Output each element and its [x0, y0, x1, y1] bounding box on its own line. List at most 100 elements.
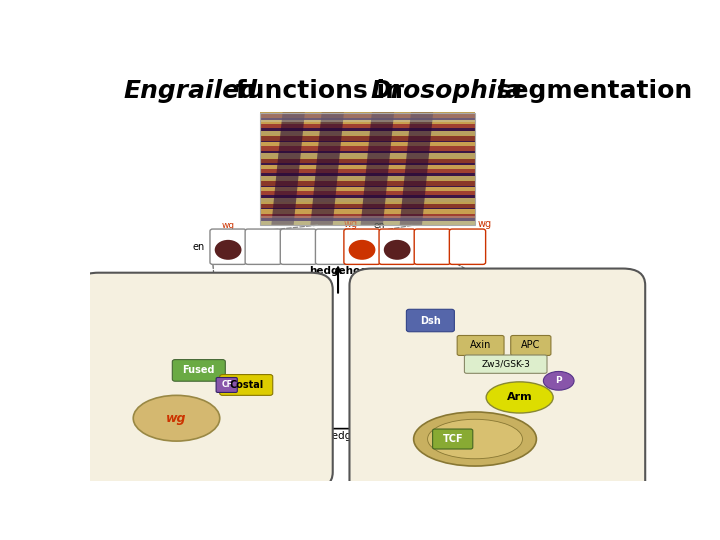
Polygon shape — [310, 113, 344, 225]
Bar — [260, 194, 475, 195]
Bar — [260, 204, 475, 205]
Bar — [260, 134, 475, 137]
FancyBboxPatch shape — [457, 335, 504, 355]
Bar — [260, 147, 475, 149]
FancyBboxPatch shape — [315, 229, 351, 265]
Bar — [260, 216, 475, 218]
Polygon shape — [400, 113, 433, 225]
Bar — [260, 170, 475, 172]
Bar — [260, 115, 475, 117]
Bar — [260, 145, 475, 146]
FancyBboxPatch shape — [433, 429, 473, 449]
Circle shape — [215, 240, 241, 260]
Bar — [260, 184, 475, 186]
Bar — [260, 160, 475, 162]
FancyBboxPatch shape — [406, 309, 454, 332]
Circle shape — [348, 240, 375, 260]
Bar — [260, 136, 475, 138]
Text: wg: wg — [222, 221, 235, 230]
Bar — [260, 197, 475, 198]
Bar — [260, 185, 475, 187]
Bar — [260, 195, 475, 197]
Bar — [260, 138, 475, 139]
Bar — [260, 113, 475, 225]
Text: wg: wg — [477, 219, 492, 229]
Bar — [260, 129, 475, 131]
Bar — [260, 187, 475, 188]
Bar — [260, 139, 475, 141]
FancyBboxPatch shape — [172, 360, 225, 381]
Bar — [260, 122, 475, 124]
Bar — [260, 171, 475, 173]
Bar — [260, 120, 475, 123]
Bar — [260, 140, 475, 142]
Text: wg: wg — [166, 411, 186, 425]
Text: functions in: functions in — [228, 79, 412, 103]
Bar — [260, 141, 475, 144]
Bar — [260, 209, 475, 211]
Text: hedgehog: hedgehog — [309, 266, 367, 276]
Bar — [260, 161, 475, 163]
Text: Costal: Costal — [229, 380, 264, 390]
FancyBboxPatch shape — [216, 377, 238, 393]
Bar — [260, 223, 475, 225]
Text: patched
smoothened: patched smoothened — [212, 424, 269, 444]
Bar — [260, 117, 475, 118]
Bar — [260, 213, 475, 215]
Bar — [260, 212, 475, 214]
Bar — [260, 176, 475, 177]
Bar — [260, 174, 475, 176]
Bar — [260, 183, 475, 184]
Bar — [260, 188, 475, 190]
Bar — [260, 124, 475, 125]
Ellipse shape — [544, 372, 574, 390]
Text: hedgehog: hedgehog — [325, 431, 377, 441]
Bar — [260, 152, 475, 153]
Bar — [260, 216, 475, 225]
Bar — [260, 112, 475, 114]
Bar — [260, 163, 475, 165]
Text: Zw3/GSK-3: Zw3/GSK-3 — [481, 360, 530, 369]
FancyBboxPatch shape — [210, 229, 246, 265]
Bar — [260, 192, 475, 194]
Circle shape — [384, 240, 410, 260]
Text: Fused: Fused — [183, 366, 215, 375]
Bar — [260, 159, 475, 160]
Bar — [260, 190, 475, 191]
Bar — [260, 164, 475, 166]
Bar — [260, 199, 475, 201]
Text: en: en — [193, 242, 205, 252]
Text: segmentation: segmentation — [488, 79, 693, 103]
Bar — [260, 206, 475, 208]
Bar — [260, 154, 475, 156]
FancyBboxPatch shape — [245, 229, 282, 265]
Text: en: en — [374, 221, 385, 230]
Polygon shape — [271, 113, 305, 225]
Bar — [260, 201, 475, 202]
Bar — [260, 181, 475, 183]
Bar — [260, 118, 475, 120]
Bar — [260, 131, 475, 132]
FancyBboxPatch shape — [510, 335, 551, 355]
Bar — [260, 146, 475, 148]
Polygon shape — [361, 113, 394, 225]
Bar — [260, 219, 475, 221]
Bar — [260, 119, 475, 121]
Text: CF: CF — [221, 381, 232, 389]
Text: porcupine: porcupine — [160, 324, 212, 334]
Text: Dsh: Dsh — [420, 315, 441, 326]
Text: Engrailed: Engrailed — [124, 79, 258, 103]
Bar — [260, 150, 475, 152]
Bar — [260, 211, 475, 212]
FancyBboxPatch shape — [379, 229, 415, 265]
Bar — [260, 178, 475, 180]
Bar — [260, 156, 475, 158]
Bar — [260, 218, 475, 219]
Text: wingless: wingless — [310, 235, 355, 246]
Bar — [260, 167, 475, 168]
Bar — [260, 143, 475, 145]
Bar — [260, 153, 475, 155]
Ellipse shape — [413, 412, 536, 466]
FancyBboxPatch shape — [464, 355, 547, 373]
FancyBboxPatch shape — [414, 229, 451, 265]
